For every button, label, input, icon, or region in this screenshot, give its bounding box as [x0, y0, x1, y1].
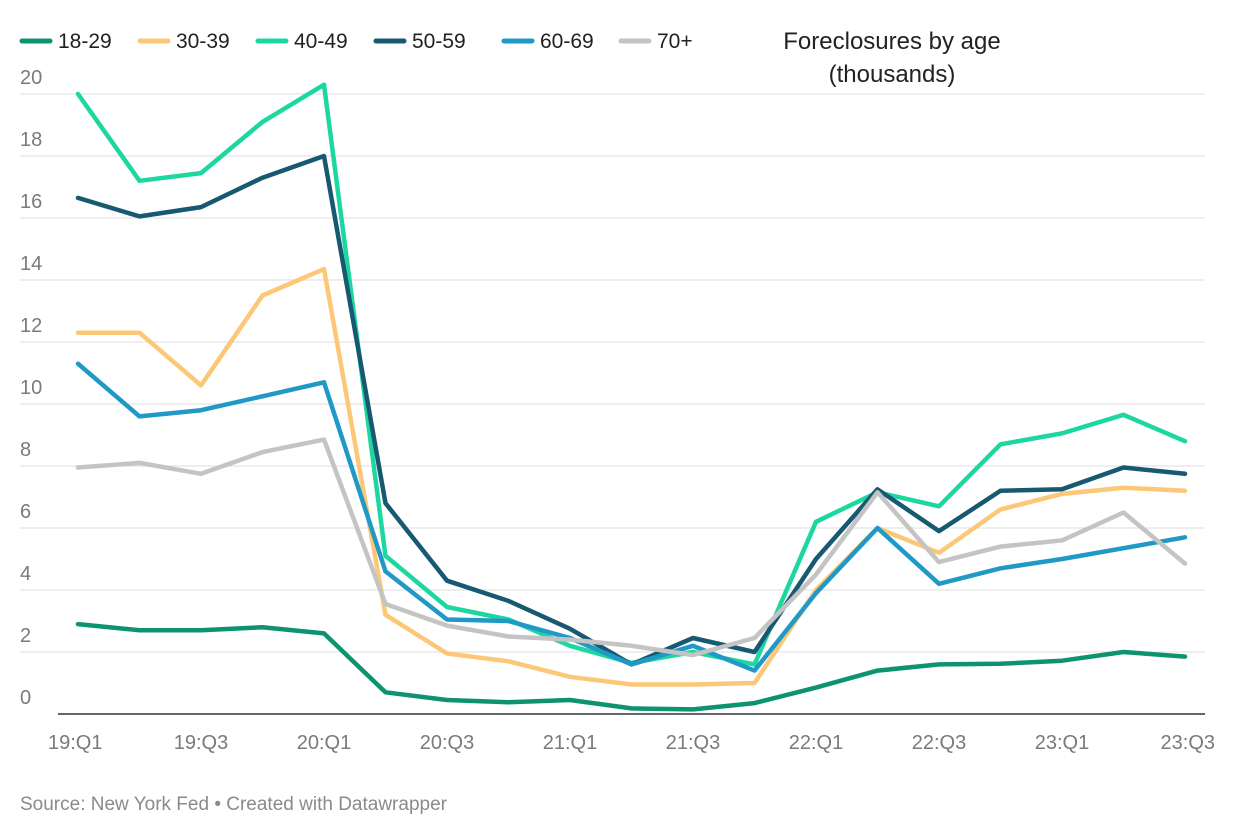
y-tick-label: 2 [20, 625, 31, 647]
legend: 18-29 30-39 40-49 50-59 60-69 70+ [19, 30, 693, 53]
legend-label: 70+ [657, 30, 693, 53]
y-tick-label: 20 [20, 67, 42, 89]
x-tick-label: 19:Q1 [48, 732, 102, 754]
legend-label: 60-69 [540, 30, 594, 53]
y-tick-label: 12 [20, 315, 42, 337]
series-line-50-59 [75, 153, 1188, 667]
chart-title-line-1: Foreclosures by age [783, 28, 1000, 55]
y-tick-label: 0 [20, 687, 31, 709]
x-tick-label: 20:Q3 [420, 732, 474, 754]
source-note: Source: New York Fed • Created with Data… [20, 794, 447, 815]
series-line-18-29 [75, 621, 1188, 712]
legend-label: 30-39 [176, 30, 230, 53]
series-line-60-69 [75, 361, 1188, 673]
x-tick-label: 21:Q1 [543, 732, 597, 754]
series-line-30-39 [75, 266, 1188, 687]
series-line-40-49 [75, 82, 1188, 667]
y-tick-label: 10 [20, 377, 42, 399]
x-tick-label: 21:Q3 [666, 732, 720, 754]
y-tick-label: 4 [20, 563, 31, 585]
chart-title-line-2: (thousands) [829, 61, 956, 88]
y-tick-label: 16 [20, 191, 42, 213]
y-tick-label: 6 [20, 501, 31, 523]
x-tick-label: 20:Q1 [297, 732, 351, 754]
legend-label: 18-29 [58, 30, 112, 53]
x-tick-label: 22:Q3 [912, 732, 966, 754]
series-lines [75, 82, 1188, 712]
x-tick-label: 22:Q1 [789, 732, 843, 754]
x-tick-label: 23:Q3 [1161, 732, 1215, 754]
x-tick-label: 19:Q3 [174, 732, 228, 754]
y-tick-label: 14 [20, 253, 42, 275]
y-axis-ticks: 0 2 4 6 8 10 12 14 16 18 20 [20, 67, 42, 709]
x-tick-label: 23:Q1 [1035, 732, 1089, 754]
y-tick-label: 18 [20, 129, 42, 151]
x-axis-ticks: 19:Q1 19:Q3 20:Q1 20:Q3 21:Q1 21:Q3 22:Q1 22:Q3… [48, 732, 1215, 754]
gridlines [20, 93, 1205, 715]
legend-label: 50-59 [412, 30, 466, 53]
series-line-70+ [75, 437, 1188, 658]
y-tick-label: 8 [20, 439, 31, 461]
legend-label: 40-49 [294, 30, 348, 53]
